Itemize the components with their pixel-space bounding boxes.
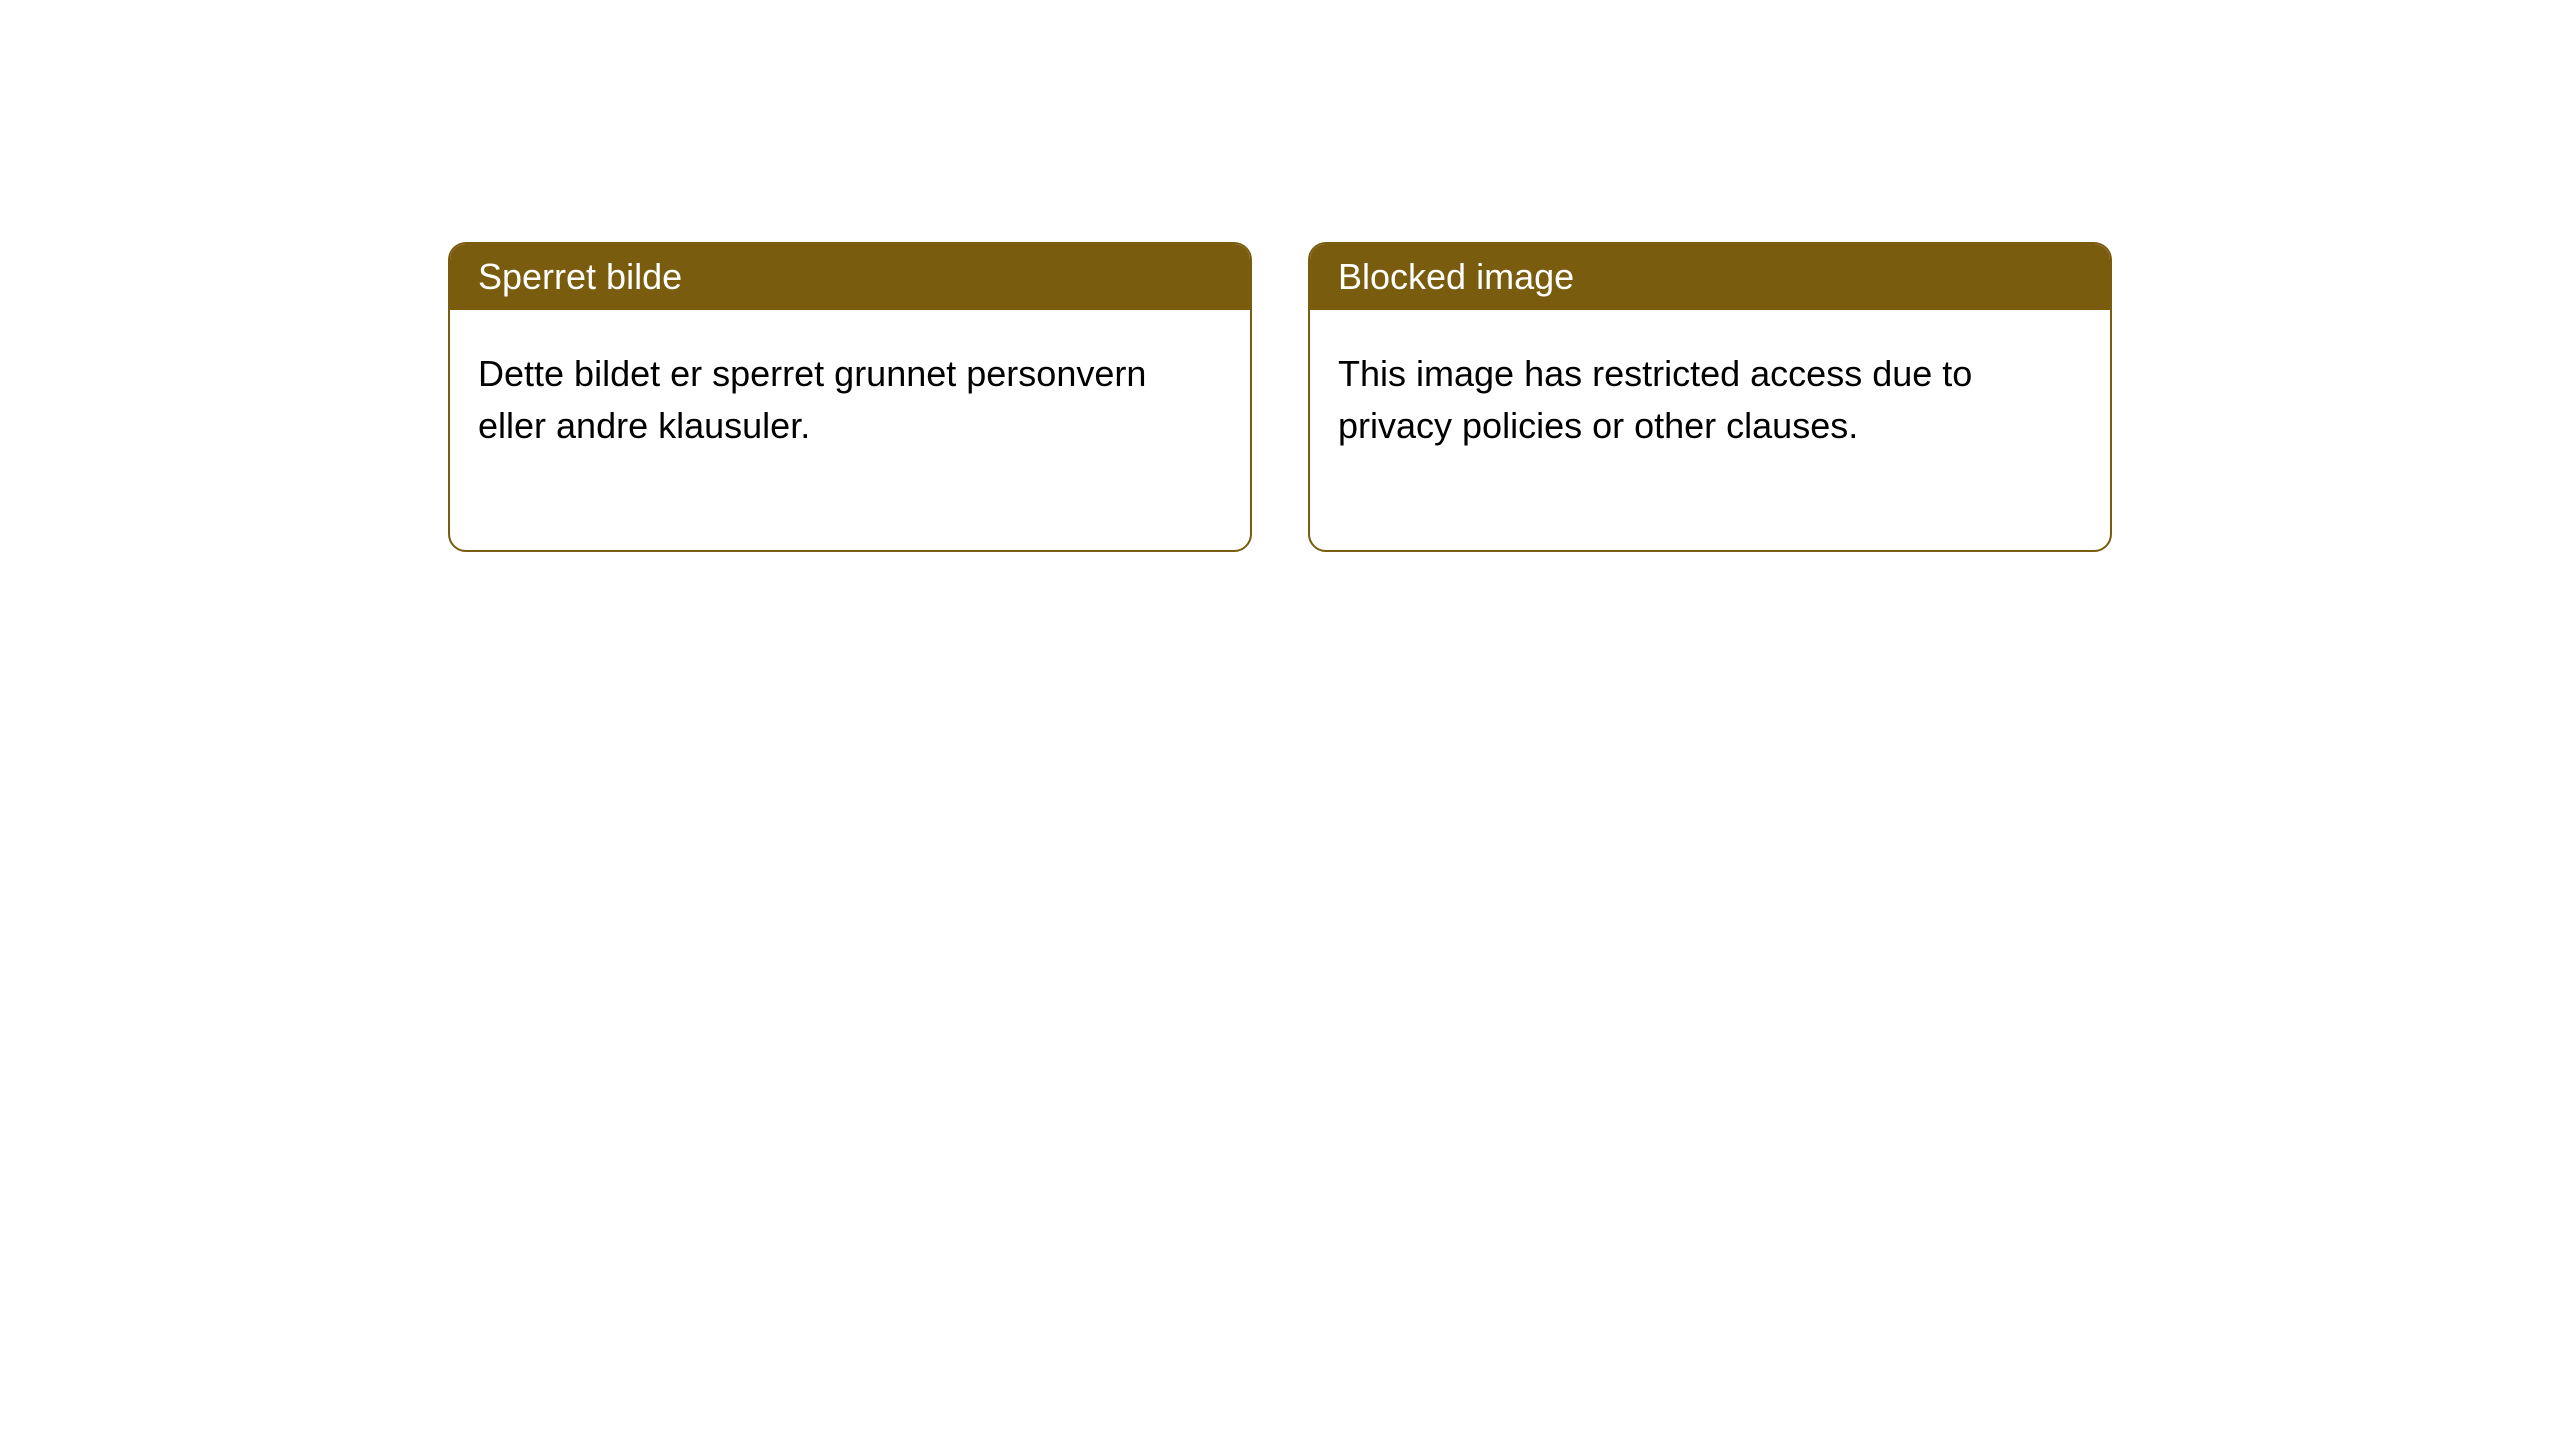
card-body-en: This image has restricted access due to … — [1310, 310, 2110, 550]
notice-container: Sperret bilde Dette bildet er sperret gr… — [0, 0, 2560, 552]
card-header-en: Blocked image — [1310, 244, 2110, 310]
card-header-no: Sperret bilde — [450, 244, 1250, 310]
blocked-image-card-en: Blocked image This image has restricted … — [1308, 242, 2112, 552]
card-body-no: Dette bildet er sperret grunnet personve… — [450, 310, 1250, 550]
blocked-image-card-no: Sperret bilde Dette bildet er sperret gr… — [448, 242, 1252, 552]
